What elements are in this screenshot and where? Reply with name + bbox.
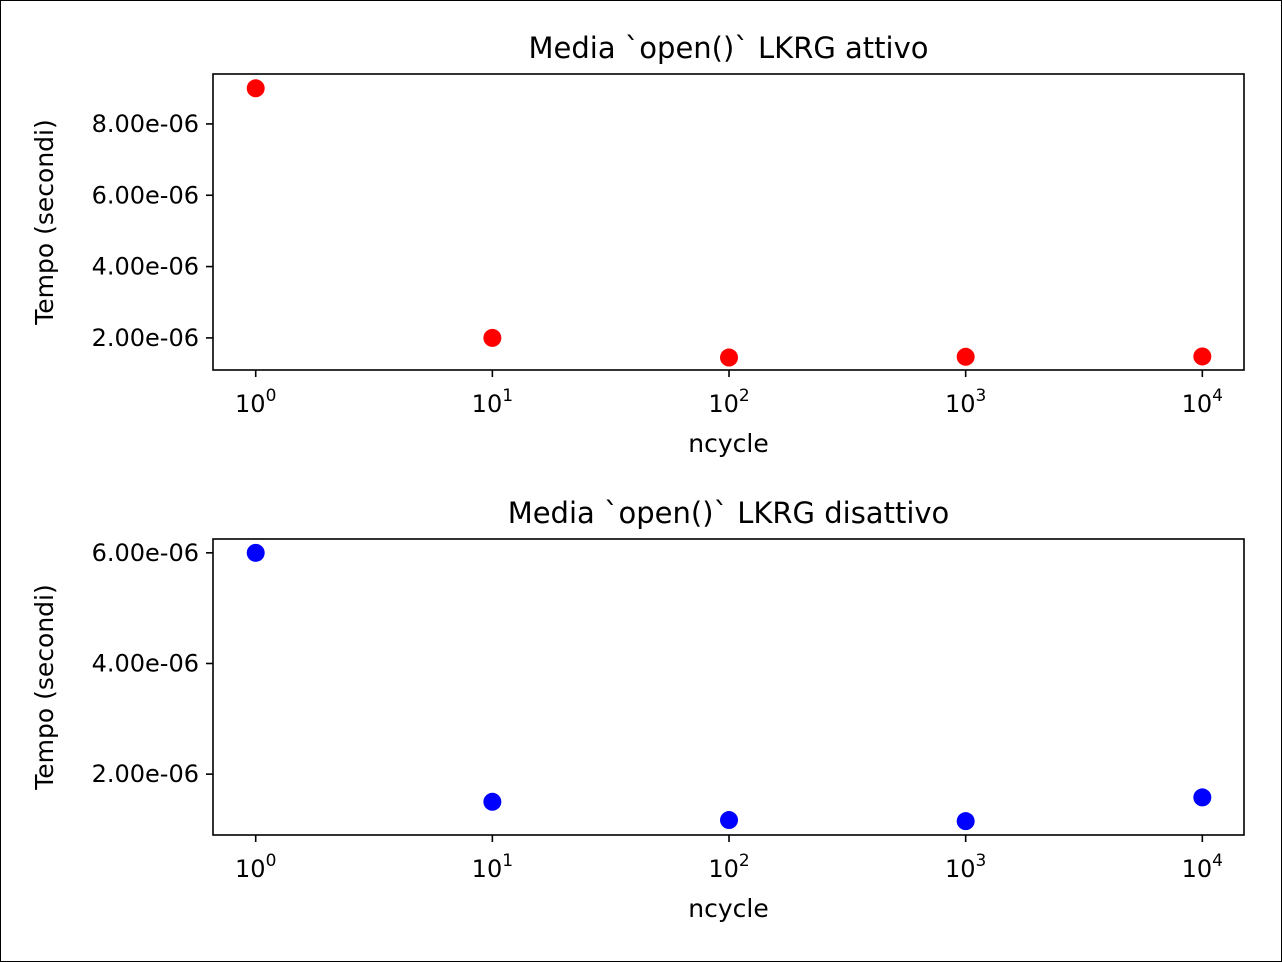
panel-1-x-tick-label: 101 (472, 386, 513, 418)
panel-1-data-point (720, 348, 739, 367)
panel-2-y-axis-label: Tempo (secondi) (30, 584, 59, 790)
panel-2-y-tick-label: 2.00e-06 (92, 760, 199, 788)
panel-1-x-tick-label: 103 (945, 386, 986, 418)
panel-1-x-tick-label: 102 (708, 386, 749, 418)
panel-1-data-point (956, 347, 975, 366)
panel-2-plot-frame (212, 538, 1245, 836)
panel-1-plot-frame (212, 73, 1245, 371)
panel-2-y-tick-label: 4.00e-06 (92, 649, 199, 677)
panel-1-y-tick-label: 2.00e-06 (92, 324, 199, 352)
panel-1-x-tick-label: 100 (235, 386, 276, 418)
panel-2-x-tick-label: 101 (472, 851, 513, 883)
panel-1-data-point (246, 79, 265, 98)
panel-2-data-point (720, 811, 739, 830)
panel-2-x-tick-label: 100 (235, 851, 276, 883)
panel-1-y-axis-label: Tempo (secondi) (30, 119, 59, 325)
panel-2-data-point (483, 792, 502, 811)
panel-2-x-axis-label: ncycle (688, 894, 768, 923)
panel-1-data-point (1193, 347, 1212, 366)
panel-1-x-tick-label: 104 (1182, 386, 1223, 418)
panel-2-data-point (246, 543, 265, 562)
panel-1-title: Media `open()` LKRG attivo (528, 31, 928, 65)
panel-1-x-axis-label: ncycle (688, 429, 768, 458)
panel-1-y-tick-label: 6.00e-06 (92, 181, 199, 209)
panel-2-x-tick-label: 104 (1182, 851, 1223, 883)
panel-2-x-tick-label: 103 (945, 851, 986, 883)
panel-2-title: Media `open()` LKRG disattivo (508, 496, 950, 530)
panel-2-y-tick-label: 6.00e-06 (92, 539, 199, 567)
panel-2-x-tick-label: 102 (708, 851, 749, 883)
panel-1-data-point (483, 328, 502, 347)
panel-1-y-tick-label: 4.00e-06 (92, 253, 199, 281)
panel-2-data-point (1193, 788, 1212, 807)
panel-2-data-point (956, 812, 975, 831)
panel-1-y-tick-label: 8.00e-06 (92, 110, 199, 138)
